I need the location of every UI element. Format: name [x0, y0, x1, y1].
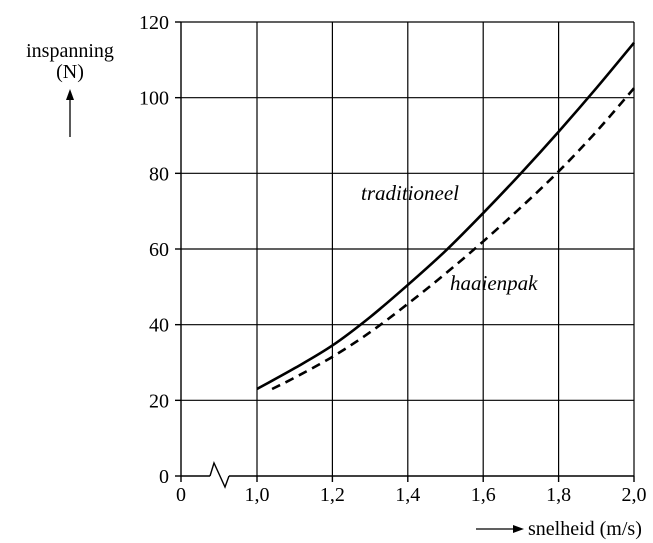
x-tick-label: 1,4 [395, 484, 420, 506]
series-label-haaienpak: haaienpak [450, 271, 538, 295]
x-axis-arrow [476, 525, 524, 533]
grid [181, 21, 635, 476]
x-axis-break [209, 461, 230, 489]
series-line-traditioneel [256, 41, 636, 391]
y-tick-label: 40 [149, 315, 169, 337]
y-tick-label: 60 [149, 239, 169, 261]
x-axis-label: snelheid (m/s) [528, 518, 642, 540]
x-tick-label: 2,0 [622, 484, 647, 506]
y-tick-label: 100 [139, 88, 169, 110]
x-tick-label: 1,0 [245, 484, 270, 506]
series-line-haaienpak [271, 87, 635, 391]
y-tick-label: 80 [149, 163, 169, 185]
axes [175, 21, 635, 489]
y-axis-label-line1: inspanning [26, 40, 114, 62]
y-axis-label-line2: (N) [56, 61, 84, 83]
x-tick-label: 1,8 [546, 484, 571, 506]
y-tick-label: 120 [139, 12, 169, 34]
x-tick-label: 0 [176, 484, 186, 506]
series-lines [256, 41, 636, 391]
tick-labels: 0 20 40 60 80 100 120 0 1,0 1,2 1,4 1,6 1,8 2,0 [139, 12, 647, 506]
series-label-traditioneel: traditioneel [361, 181, 459, 205]
y-tick-label: 20 [149, 390, 169, 412]
y-axis-arrow [66, 89, 74, 137]
x-tick-label: 1,6 [471, 484, 496, 506]
y-tick-label: 0 [159, 466, 169, 488]
x-tick-label: 1,2 [320, 484, 345, 506]
